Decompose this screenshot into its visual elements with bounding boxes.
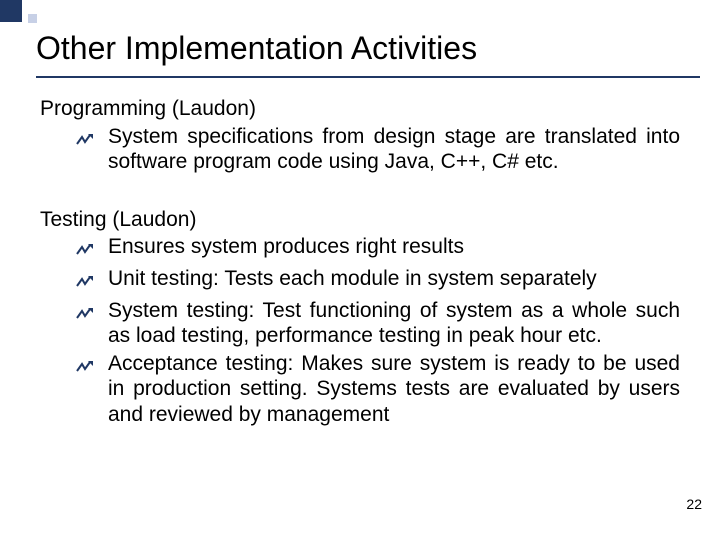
list-item: Ensures system produces right results [76,234,680,264]
slide-title: Other Implementation Activities [36,30,690,67]
zigzag-arrow-icon [76,270,98,296]
zigzag-arrow-icon [76,128,98,154]
list-item-text: System specifications from design stage … [108,124,680,175]
zigzag-arrow-icon [76,355,98,381]
corner-square-large [0,0,22,22]
slide-body: Programming (Laudon) System specificatio… [40,96,680,430]
section-heading: Testing (Laudon) [40,207,680,233]
title-underline [36,76,700,78]
list-item: System specifications from design stage … [76,124,680,175]
zigzag-arrow-icon [76,238,98,264]
list-item-text: Acceptance testing: Makes sure system is… [108,351,680,428]
list-item: System testing: Test functioning of syst… [76,298,680,349]
list-item: Unit testing: Tests each module in syste… [76,266,680,296]
section-gap [40,177,680,207]
slide: Other Implementation Activities Programm… [0,0,720,540]
corner-decoration [0,0,90,28]
bullet-list: System specifications from design stage … [76,124,680,175]
list-item-text: Ensures system produces right results [108,234,680,260]
list-item-text: Unit testing: Tests each module in syste… [108,266,680,292]
page-number: 22 [686,496,702,512]
section-heading: Programming (Laudon) [40,96,680,122]
list-item-text: System testing: Test functioning of syst… [108,298,680,349]
list-item: Acceptance testing: Makes sure system is… [76,351,680,428]
corner-square-small [28,14,37,23]
zigzag-arrow-icon [76,302,98,328]
bullet-list: Ensures system produces right results Un… [76,234,680,427]
